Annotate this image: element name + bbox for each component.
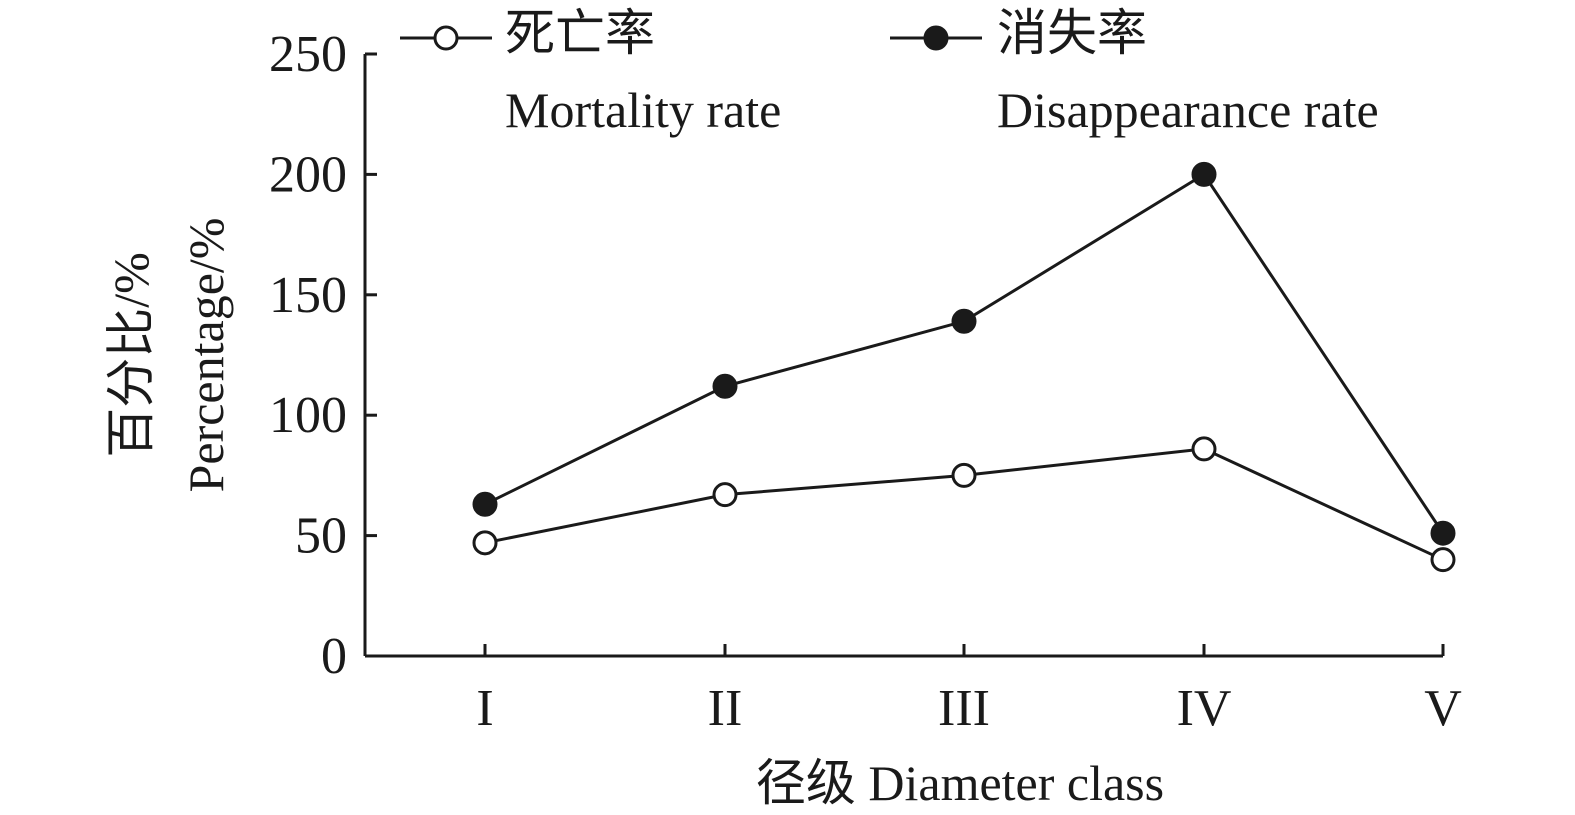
y-axis-title: 百分比/% Percentage/% bbox=[103, 218, 234, 493]
data-point-mortality bbox=[472, 530, 498, 556]
y-ticks: 0 50 100 150 200 250 bbox=[269, 26, 377, 685]
x-tick-label: II bbox=[708, 680, 743, 737]
legend: 死亡率 Mortality rate 消失率 Disappearance rat… bbox=[400, 5, 1379, 138]
y-axis-title-en: Percentage/% bbox=[178, 218, 234, 493]
series-layer bbox=[472, 161, 1456, 573]
data-point-disappearance bbox=[951, 308, 977, 334]
y-axis-title-cn: 百分比/% bbox=[103, 252, 159, 458]
legend-marker-disappearance bbox=[923, 25, 949, 51]
legend-item-mortality: 死亡率 Mortality rate bbox=[400, 5, 781, 138]
data-point-mortality bbox=[951, 462, 977, 488]
legend-label-disappearance-cn: 消失率 bbox=[997, 5, 1147, 61]
data-point-mortality bbox=[1430, 547, 1456, 573]
legend-label-disappearance-en: Disappearance rate bbox=[997, 82, 1379, 138]
data-point-disappearance bbox=[1191, 161, 1217, 187]
x-axis-title: 径级 Diameter class bbox=[756, 755, 1164, 811]
legend-item-disappearance: 消失率 Disappearance rate bbox=[890, 5, 1379, 138]
legend-label-mortality-en: Mortality rate bbox=[505, 82, 781, 138]
x-tick-label: I bbox=[476, 680, 493, 737]
data-point-mortality bbox=[1191, 436, 1217, 462]
x-tick-label: IV bbox=[1177, 680, 1232, 737]
x-ticks: I II III IV V bbox=[476, 644, 1462, 737]
legend-marker-mortality bbox=[433, 25, 459, 51]
y-tick-label: 0 bbox=[321, 628, 347, 685]
data-point-mortality bbox=[712, 482, 738, 508]
y-tick-label: 150 bbox=[269, 267, 347, 324]
data-point-disappearance bbox=[712, 373, 738, 399]
x-tick-label: III bbox=[938, 680, 990, 737]
legend-label-mortality-cn: 死亡率 bbox=[505, 5, 655, 61]
data-point-disappearance bbox=[472, 491, 498, 517]
y-tick-label: 200 bbox=[269, 146, 347, 203]
data-point-disappearance bbox=[1430, 520, 1456, 546]
x-tick-label: V bbox=[1424, 680, 1462, 737]
y-tick-label: 250 bbox=[269, 26, 347, 83]
y-tick-label: 100 bbox=[269, 387, 347, 444]
y-tick-label: 50 bbox=[295, 508, 347, 565]
